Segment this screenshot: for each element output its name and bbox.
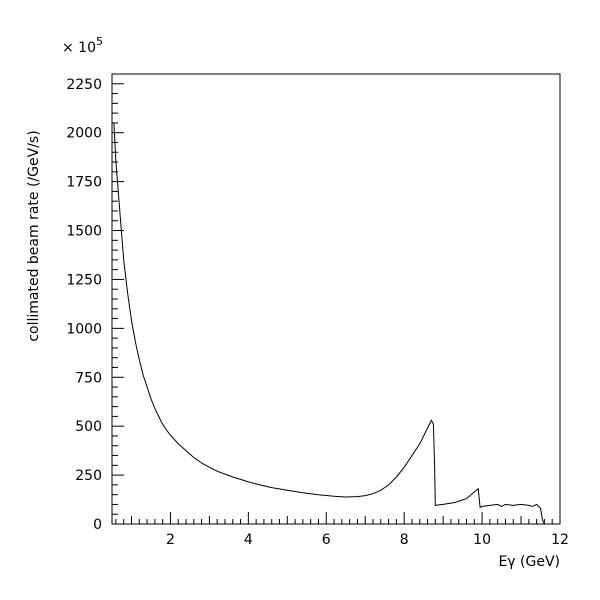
x-axis-title: Eγ (GeV) <box>498 554 560 570</box>
y-axis-title: collimated beam rate (/GeV/s) <box>26 130 42 341</box>
x-tick-label: 12 <box>551 532 569 548</box>
x-tick-label: 6 <box>322 532 331 548</box>
y-tick-label: 1500 <box>66 224 102 240</box>
y-multiplier: × 105 <box>62 35 103 56</box>
x-tick-label: 10 <box>473 532 491 548</box>
x-tick-label: 2 <box>166 532 175 548</box>
tick-labels: 2 4 6 8 10 12 0 250 500 750 1000 1250 1500 1750 2000 22… <box>66 77 569 548</box>
y-tick-label: 750 <box>75 370 102 386</box>
y-tick-label: 250 <box>75 468 102 484</box>
y-tick-label: 1750 <box>66 175 102 191</box>
y-tick-label: 2250 <box>66 77 102 93</box>
x-tick-label: 8 <box>400 532 409 548</box>
series-line <box>113 122 545 525</box>
y-tick-label: 1250 <box>66 272 102 288</box>
plot-frame <box>111 73 561 525</box>
x-tick-label: 4 <box>244 532 253 548</box>
ticks <box>112 73 561 525</box>
y-tick-label: 1000 <box>66 321 102 337</box>
y-tick-label: 2000 <box>66 126 102 142</box>
y-tick-label: 500 <box>75 419 102 435</box>
y-tick-label: 0 <box>93 517 102 533</box>
